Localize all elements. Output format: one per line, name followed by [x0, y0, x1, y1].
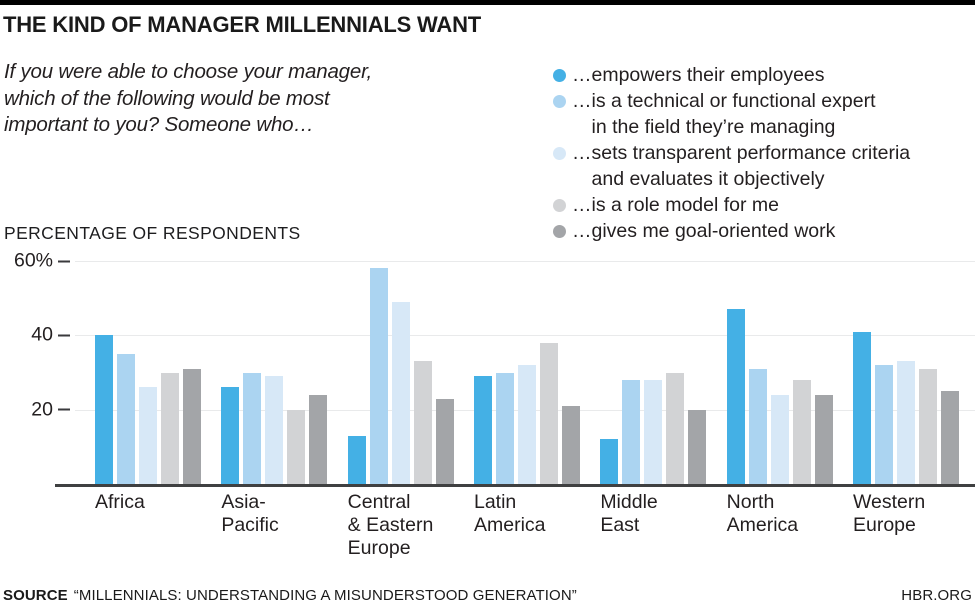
bar — [896, 361, 915, 484]
legend-label: is a role model for me — [591, 194, 780, 216]
tick-mark — [58, 408, 70, 411]
x-axis-label: Central & Eastern Europe — [347, 491, 434, 559]
bar — [644, 379, 663, 484]
bar — [561, 405, 580, 484]
bar-group-4 — [600, 261, 707, 484]
bar — [770, 394, 789, 484]
legend-item-3: … is a role model for me — [553, 192, 910, 218]
legend-ellipsis: … — [572, 220, 592, 242]
bar — [726, 309, 745, 484]
gridline-40 — [75, 335, 975, 337]
bar — [221, 387, 240, 484]
bar-group-3 — [473, 261, 580, 484]
bar — [369, 268, 388, 484]
y-tick-label: 60% — [13, 249, 53, 272]
legend-label: gives me goal-oriented work — [591, 220, 836, 242]
source-text: “MILLENNIALS: UNDERSTANDING A MISUNDERST… — [73, 587, 577, 604]
bar — [688, 409, 707, 484]
legend-ellipsis: … — [572, 194, 592, 216]
x-axis-label: Africa — [95, 491, 145, 513]
bar — [161, 372, 179, 484]
bar — [622, 379, 641, 484]
bars-area — [75, 261, 975, 484]
legend-ellipsis: … — [572, 90, 592, 112]
x-axis-labels: Africa Asia- Pacific Central & Eastern Eur… — [75, 491, 975, 560]
x-axis-label: Western Europe — [852, 491, 926, 536]
bar — [600, 439, 619, 484]
legend-item-4: … gives me goal-oriented work — [553, 218, 910, 244]
legend-label: empowers their employees — [591, 64, 825, 86]
bar — [413, 361, 432, 484]
legend-dot-icon — [553, 95, 566, 108]
legend-dot-icon — [553, 69, 566, 82]
y-tick-label: 20 — [31, 398, 53, 421]
source-label: SOURCE — [3, 587, 68, 604]
bar-group-0 — [95, 261, 201, 484]
gridline-60 — [75, 261, 975, 262]
tick-mark — [58, 260, 70, 262]
bar — [940, 391, 959, 484]
bar — [309, 394, 328, 484]
site-link[interactable]: HBR.ORG — [901, 587, 972, 604]
bar — [139, 387, 157, 484]
bar — [666, 372, 685, 484]
bar — [265, 376, 284, 484]
plot-area: 60% 40 20 — [0, 250, 975, 487]
bar-group-5 — [726, 261, 833, 484]
x-axis-label: Middle East — [600, 491, 658, 536]
y-tick-40: 40 — [0, 324, 70, 347]
bar — [918, 368, 937, 484]
y-tick-20: 20 — [0, 398, 70, 421]
top-rule — [0, 0, 975, 5]
bar-group-6 — [852, 261, 959, 484]
bar-group-2 — [347, 261, 454, 484]
y-tick-60: 60% — [0, 250, 70, 273]
legend-label: is a technical or functional expert in t… — [591, 90, 876, 138]
x-axis-label: Asia- Pacific — [221, 491, 279, 536]
bar — [852, 331, 871, 484]
legend: … empowers their employees… is a technical… — [553, 62, 910, 244]
x-axis-label: North America — [726, 491, 799, 536]
survey-question: If you were able to choose your manager,… — [4, 60, 373, 136]
bar — [347, 435, 366, 484]
bar — [117, 353, 135, 484]
x-axis-label: Latin America — [473, 491, 546, 536]
x-axis-line — [55, 484, 975, 487]
bar — [517, 365, 536, 484]
bar — [814, 394, 833, 484]
legend-item-0: … empowers their employees — [553, 62, 910, 88]
bar — [287, 409, 306, 484]
bar — [95, 335, 113, 484]
bar — [495, 372, 514, 484]
bar — [874, 365, 893, 484]
legend-ellipsis: … — [572, 64, 592, 86]
bar — [435, 398, 454, 484]
legend-label: sets transparent performance criteria an… — [591, 142, 911, 190]
page-title: THE KIND OF MANAGER MILLENNIALS WANT — [3, 12, 481, 37]
legend-dot-icon — [553, 225, 566, 238]
bar — [539, 342, 558, 484]
bar — [243, 372, 262, 484]
bar — [748, 368, 767, 484]
legend-item-2: … sets transparent performance criteria a… — [553, 140, 910, 192]
y-tick-label: 40 — [31, 323, 53, 346]
legend-dot-icon — [553, 147, 566, 160]
legend-dot-icon — [553, 199, 566, 212]
bar — [473, 376, 492, 484]
bar-group-1 — [221, 261, 328, 484]
bar — [792, 379, 811, 484]
source-line: SOURCE “MILLENNIALS: UNDERSTANDING A MISU… — [3, 587, 577, 604]
legend-item-1: … is a technical or functional expert in … — [553, 88, 910, 140]
legend-ellipsis: … — [572, 142, 592, 164]
y-axis-title: PERCENTAGE OF RESPONDENTS — [4, 223, 301, 243]
footer: SOURCE “MILLENNIALS: UNDERSTANDING A MISU… — [3, 587, 972, 604]
bar — [183, 368, 201, 484]
bar — [391, 301, 410, 484]
tick-mark — [58, 334, 70, 337]
